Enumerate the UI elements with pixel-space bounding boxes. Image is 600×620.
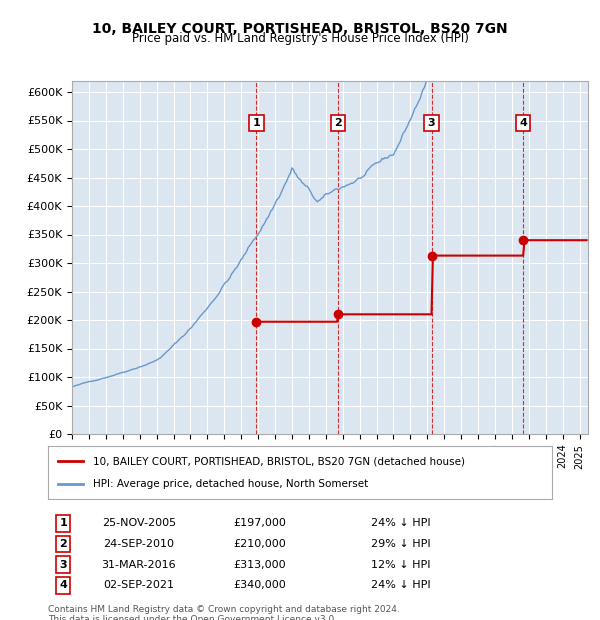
Text: Price paid vs. HM Land Registry's House Price Index (HPI): Price paid vs. HM Land Registry's House … [131, 32, 469, 45]
Text: 4: 4 [59, 580, 67, 590]
Text: HPI: Average price, detached house, North Somerset: HPI: Average price, detached house, Nort… [94, 479, 368, 489]
Text: £313,000: £313,000 [233, 560, 286, 570]
Text: 10, BAILEY COURT, PORTISHEAD, BRISTOL, BS20 7GN (detached house): 10, BAILEY COURT, PORTISHEAD, BRISTOL, B… [94, 456, 466, 466]
Text: Contains HM Land Registry data © Crown copyright and database right 2024.
This d: Contains HM Land Registry data © Crown c… [48, 604, 400, 620]
Text: 2: 2 [334, 118, 342, 128]
Text: 31-MAR-2016: 31-MAR-2016 [101, 560, 176, 570]
Text: 24% ↓ HPI: 24% ↓ HPI [371, 518, 431, 528]
Text: 24% ↓ HPI: 24% ↓ HPI [371, 580, 431, 590]
Text: 3: 3 [59, 560, 67, 570]
Text: 1: 1 [59, 518, 67, 528]
Text: £210,000: £210,000 [233, 539, 286, 549]
Text: 02-SEP-2021: 02-SEP-2021 [103, 580, 174, 590]
Text: 25-NOV-2005: 25-NOV-2005 [101, 518, 176, 528]
Text: 29% ↓ HPI: 29% ↓ HPI [371, 539, 431, 549]
Text: 4: 4 [519, 118, 527, 128]
Text: 1: 1 [253, 118, 260, 128]
Text: £197,000: £197,000 [233, 518, 286, 528]
Text: 2: 2 [59, 539, 67, 549]
Text: £340,000: £340,000 [233, 580, 286, 590]
Text: 10, BAILEY COURT, PORTISHEAD, BRISTOL, BS20 7GN: 10, BAILEY COURT, PORTISHEAD, BRISTOL, B… [92, 22, 508, 36]
Text: 24-SEP-2010: 24-SEP-2010 [103, 539, 174, 549]
Text: 3: 3 [428, 118, 436, 128]
Text: 12% ↓ HPI: 12% ↓ HPI [371, 560, 431, 570]
